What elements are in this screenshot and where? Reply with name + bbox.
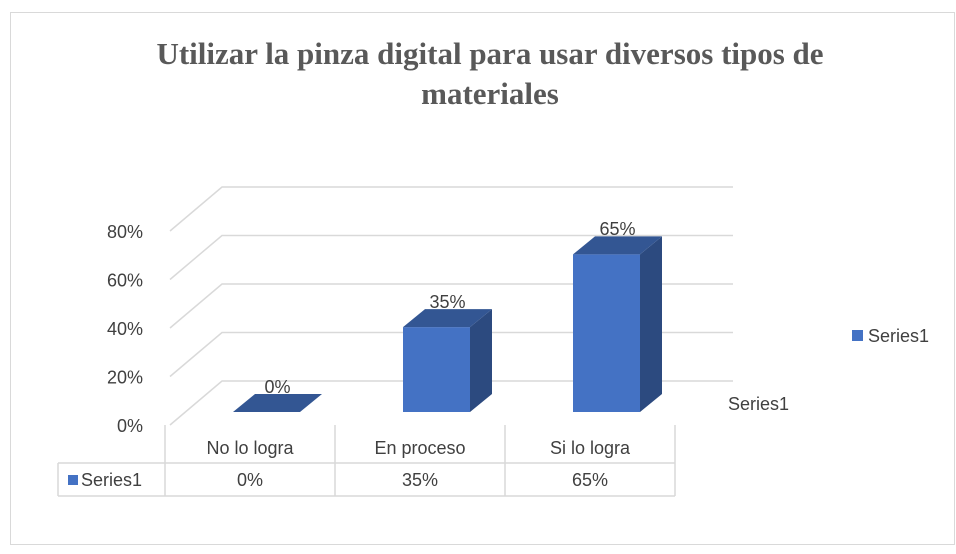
y-tick-label: 20% (107, 367, 143, 387)
bar-top (573, 236, 662, 255)
grid-line (169, 380, 733, 426)
grid-line (169, 186, 733, 232)
depth-axis-label: Series1 (728, 394, 789, 414)
bar-side (640, 236, 662, 412)
y-tick-label: 60% (107, 270, 143, 290)
data-label: 0% (264, 377, 290, 397)
grid-line (169, 283, 733, 329)
y-tick-label: 40% (107, 319, 143, 339)
table-value: 65% (572, 470, 608, 490)
legend-key (852, 330, 863, 341)
data-label: 65% (599, 219, 635, 239)
bar (233, 394, 322, 412)
bar-front (403, 327, 470, 412)
bar-top (233, 394, 322, 412)
bar (403, 309, 492, 412)
x-tick-label: No lo logra (206, 438, 294, 458)
y-tick-label: 0% (117, 416, 143, 436)
x-tick-label: Si lo logra (550, 438, 631, 458)
grid-line (169, 234, 733, 281)
table-value: 0% (237, 470, 263, 490)
chart-title: Utilizar la pinza digital para usar dive… (156, 36, 823, 111)
bar (573, 236, 662, 412)
table-legend-key (68, 475, 78, 485)
y-tick-label: 80% (107, 222, 143, 242)
bar-front (573, 254, 640, 412)
x-tick-label: En proceso (374, 438, 465, 458)
bar-top (403, 309, 492, 328)
bar-side (470, 309, 492, 412)
grid-line (169, 331, 733, 378)
chart-frame (10, 12, 955, 545)
legend-label: Series1 (868, 326, 929, 346)
data-label: 35% (429, 292, 465, 312)
table-value: 35% (402, 470, 438, 490)
table-series-name: Series1 (81, 470, 142, 490)
